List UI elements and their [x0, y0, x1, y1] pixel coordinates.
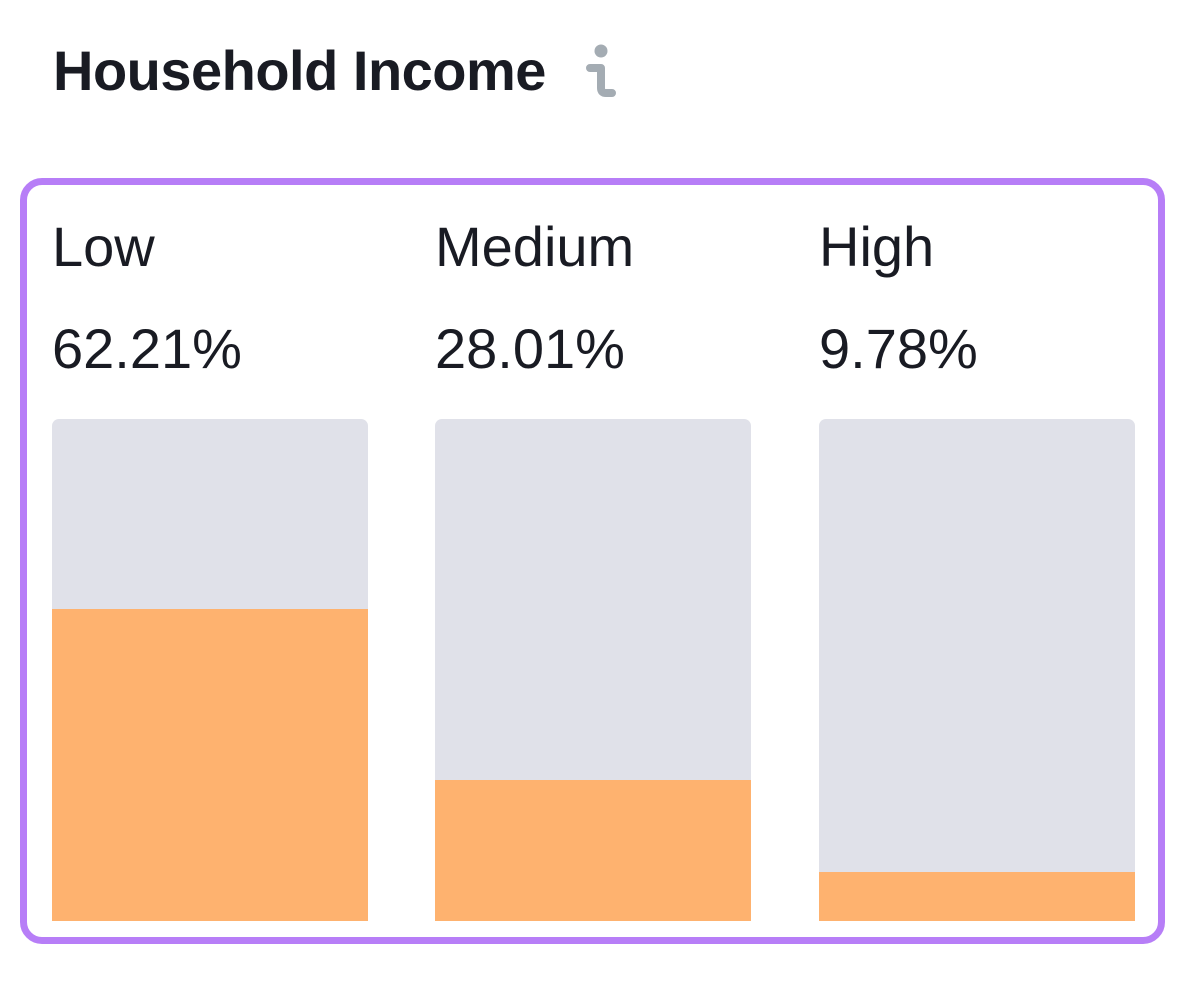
value-label: 28.01%: [435, 317, 625, 380]
bar-track: [435, 419, 751, 921]
widget-header: Household Income: [53, 36, 618, 106]
category-label: Medium: [435, 215, 635, 278]
info-icon[interactable]: [584, 42, 618, 100]
income-column-high: High 9.78%: [819, 185, 1135, 937]
value-label: 62.21%: [52, 317, 242, 380]
widget-title: Household Income: [53, 39, 546, 102]
category-label: Low: [52, 215, 155, 278]
bar-track: [819, 419, 1135, 921]
household-income-card: Low 62.21% Medium 28.01% High 9.78%: [20, 178, 1165, 944]
income-column-low: Low 62.21%: [52, 185, 368, 937]
income-column-medium: Medium 28.01%: [435, 185, 751, 937]
category-label: High: [819, 215, 935, 278]
bar-fill-high: [819, 871, 1135, 921]
bar-fill-low: [52, 608, 368, 921]
bar-track: [52, 419, 368, 921]
value-label: 9.78%: [819, 317, 978, 380]
bar-fill-medium: [435, 780, 751, 921]
